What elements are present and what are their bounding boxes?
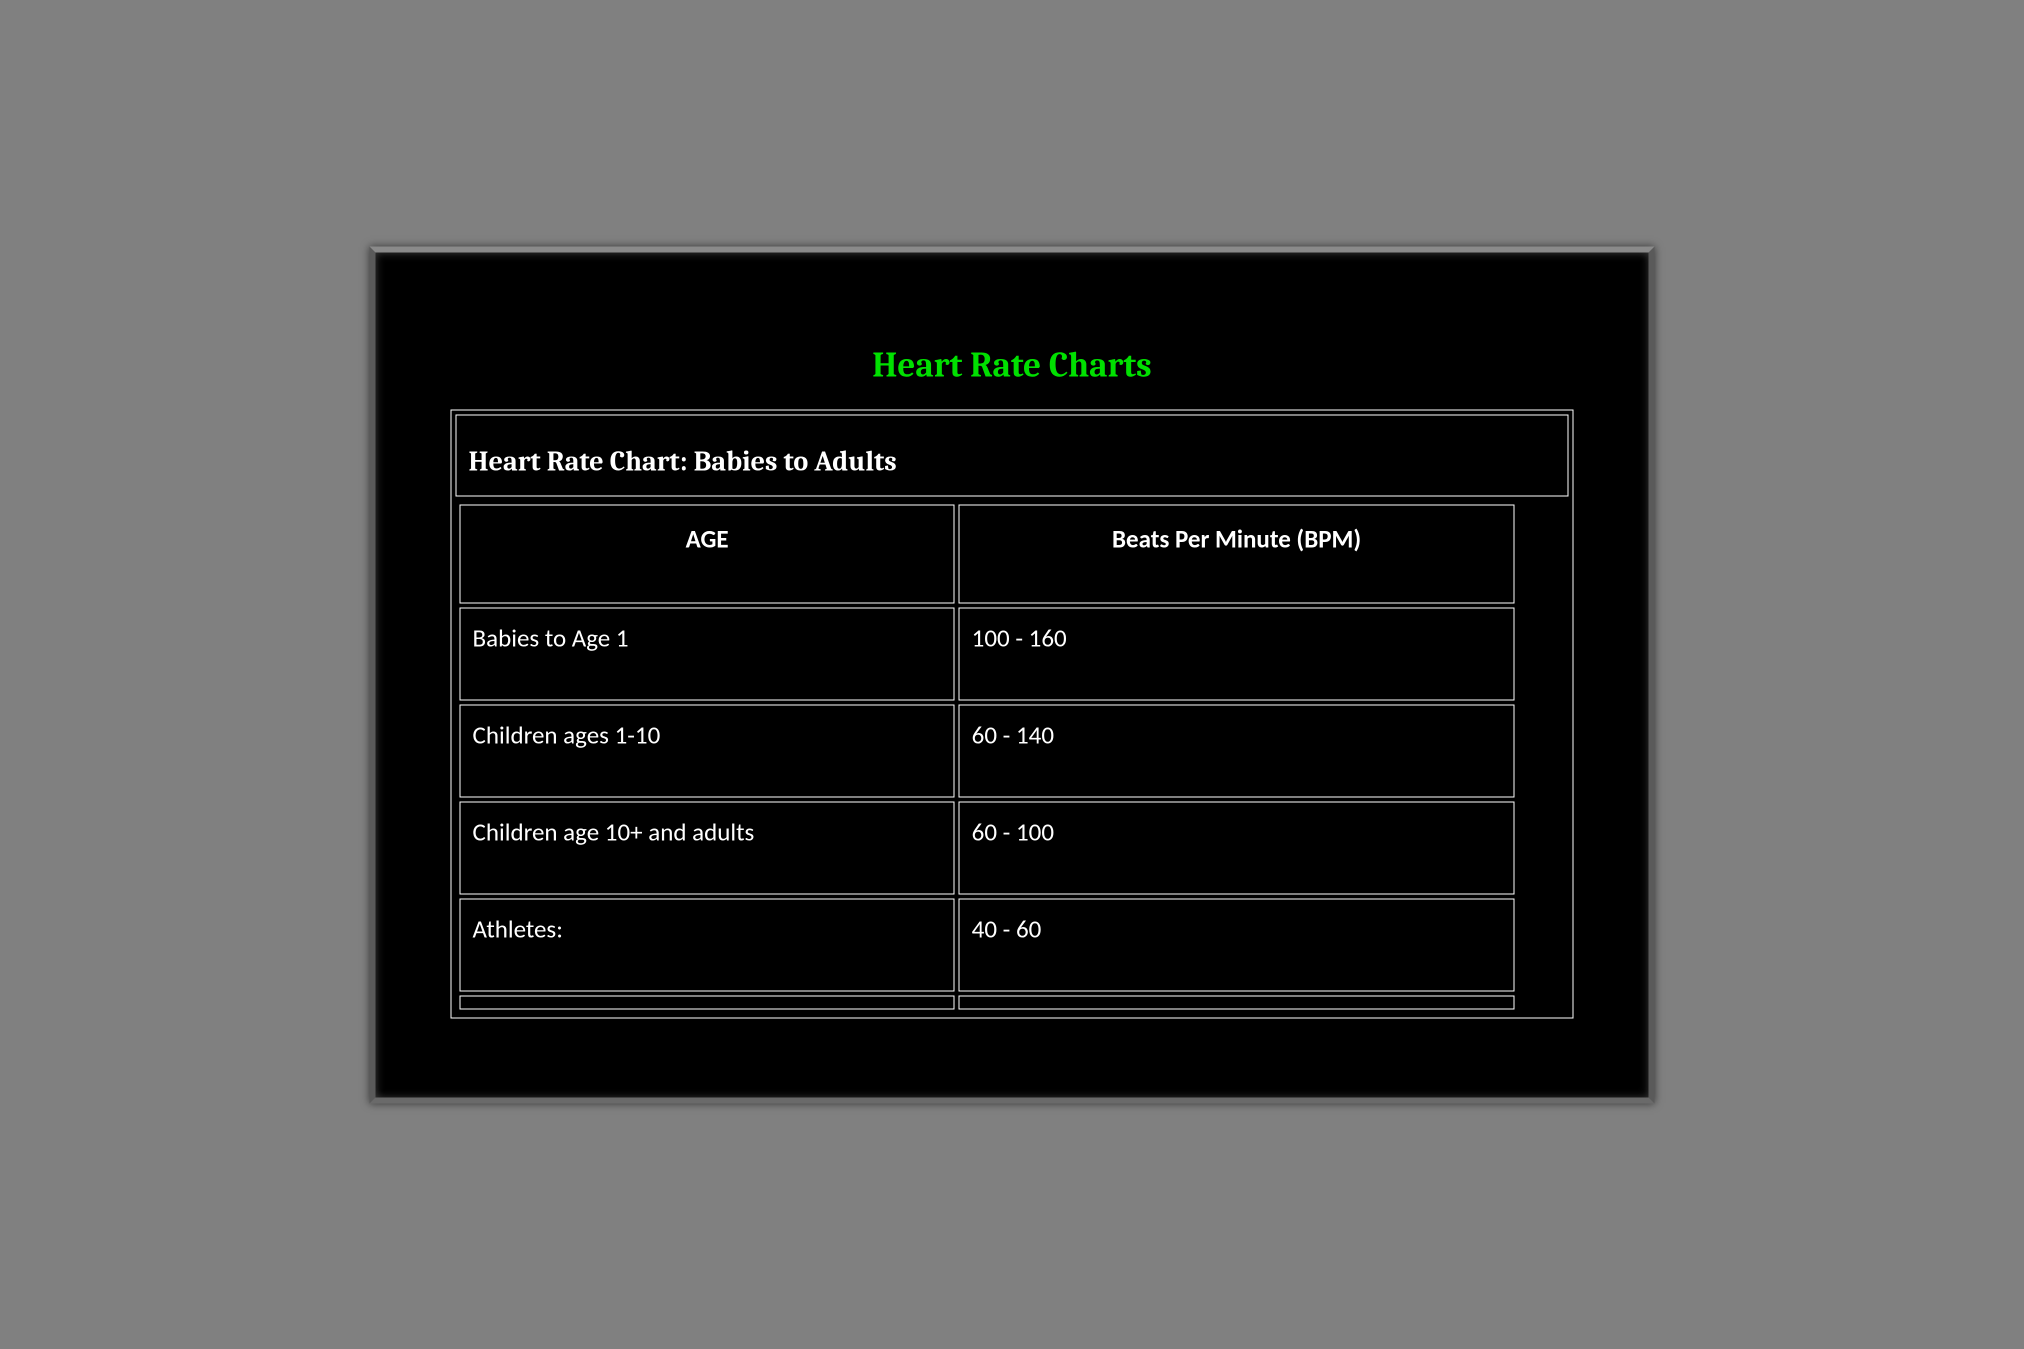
cell-bpm: 60 - 100	[959, 801, 1515, 894]
table-header-row: AGE Beats Per Minute (BPM)	[460, 504, 1515, 603]
cell-bpm: 40 - 60	[959, 898, 1515, 991]
cell-bpm: 60 - 140	[959, 704, 1515, 797]
table-row: Children age 10+ and adults 60 - 100	[460, 801, 1515, 894]
heart-rate-table: AGE Beats Per Minute (BPM) Babies to Age…	[456, 500, 1519, 1013]
cell-age: Athletes:	[460, 898, 955, 991]
table-row: Babies to Age 1 100 - 160	[460, 607, 1515, 700]
chart-frame: Heart Rate Charts Heart Rate Chart: Babi…	[370, 246, 1655, 1103]
table-row-empty	[460, 995, 1515, 1009]
cell-bpm: 100 - 160	[959, 607, 1515, 700]
table-container: Heart Rate Chart: Babies to Adults AGE B…	[451, 409, 1574, 1018]
table-row: Children ages 1-10 60 - 140	[460, 704, 1515, 797]
table-row: Athletes: 40 - 60	[460, 898, 1515, 991]
cell-age: Babies to Age 1	[460, 607, 955, 700]
cell-age: Children age 10+ and adults	[460, 801, 955, 894]
cell-empty	[959, 995, 1515, 1009]
cell-age: Children ages 1-10	[460, 704, 955, 797]
page-title: Heart Rate Charts	[376, 344, 1649, 385]
cell-empty	[460, 995, 955, 1009]
heart-rate-table-outer: Heart Rate Chart: Babies to Adults AGE B…	[451, 409, 1574, 1018]
table-caption: Heart Rate Chart: Babies to Adults	[456, 414, 1569, 496]
col-header-bpm: Beats Per Minute (BPM)	[959, 504, 1515, 603]
col-header-age: AGE	[460, 504, 955, 603]
